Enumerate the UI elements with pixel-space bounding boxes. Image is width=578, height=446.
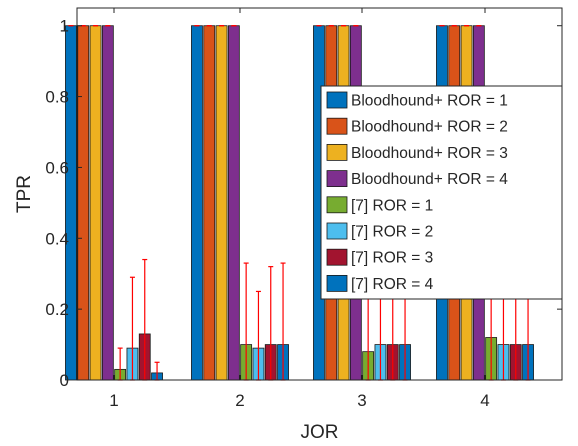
y-tick-label: 0.6 [45, 158, 69, 177]
bar [89, 25, 102, 381]
legend-swatch [326, 274, 348, 292]
legend-swatch [326, 222, 348, 240]
legend-label: Bloodhound+ ROR = 3 [351, 145, 508, 162]
legend-label: [7] ROR = 1 [351, 197, 433, 214]
legend-swatch [326, 117, 348, 135]
bar [65, 25, 77, 381]
bar [191, 25, 203, 381]
legend-label: [7] ROR = 3 [351, 250, 433, 267]
bar [215, 25, 228, 381]
legend-label: Bloodhound+ ROR = 4 [351, 171, 508, 188]
bar [227, 25, 240, 381]
x-tick-label: 3 [357, 391, 366, 410]
y-tick-label: 0.8 [45, 88, 69, 107]
x-tick-label: 4 [480, 391, 489, 410]
y-tick-label: 0.2 [45, 300, 69, 319]
legend-label: Bloodhound+ ROR = 2 [351, 119, 508, 136]
y-tick-label: 0 [60, 371, 69, 390]
legend-swatch [326, 196, 348, 214]
legend-swatch [326, 248, 348, 266]
legend-label: [7] ROR = 2 [351, 224, 433, 241]
bar [203, 25, 216, 381]
bar [101, 25, 114, 381]
bar [77, 25, 90, 381]
y-axis-label: TPR [14, 175, 35, 213]
y-tick-label: 0.4 [45, 229, 69, 248]
x-tick-label: 2 [235, 391, 244, 410]
legend-swatch [326, 143, 348, 161]
legend-box [320, 85, 563, 300]
y-tick-label: 1 [60, 17, 69, 36]
legend: Bloodhound+ ROR = 1 Bloodhound+ ROR = 2 Bl… [320, 85, 563, 300]
legend-swatch [326, 91, 348, 109]
x-tick-label: 1 [109, 391, 118, 410]
legend-label: Bloodhound+ ROR = 1 [351, 93, 508, 110]
axis-ticks: 1 2 3 4 0 0.2 0.4 0.6 0.8 1 [45, 8, 562, 410]
x-axis-label: JOR [301, 422, 339, 443]
legend-swatch [326, 170, 348, 188]
legend-label: [7] ROR = 4 [351, 276, 434, 293]
